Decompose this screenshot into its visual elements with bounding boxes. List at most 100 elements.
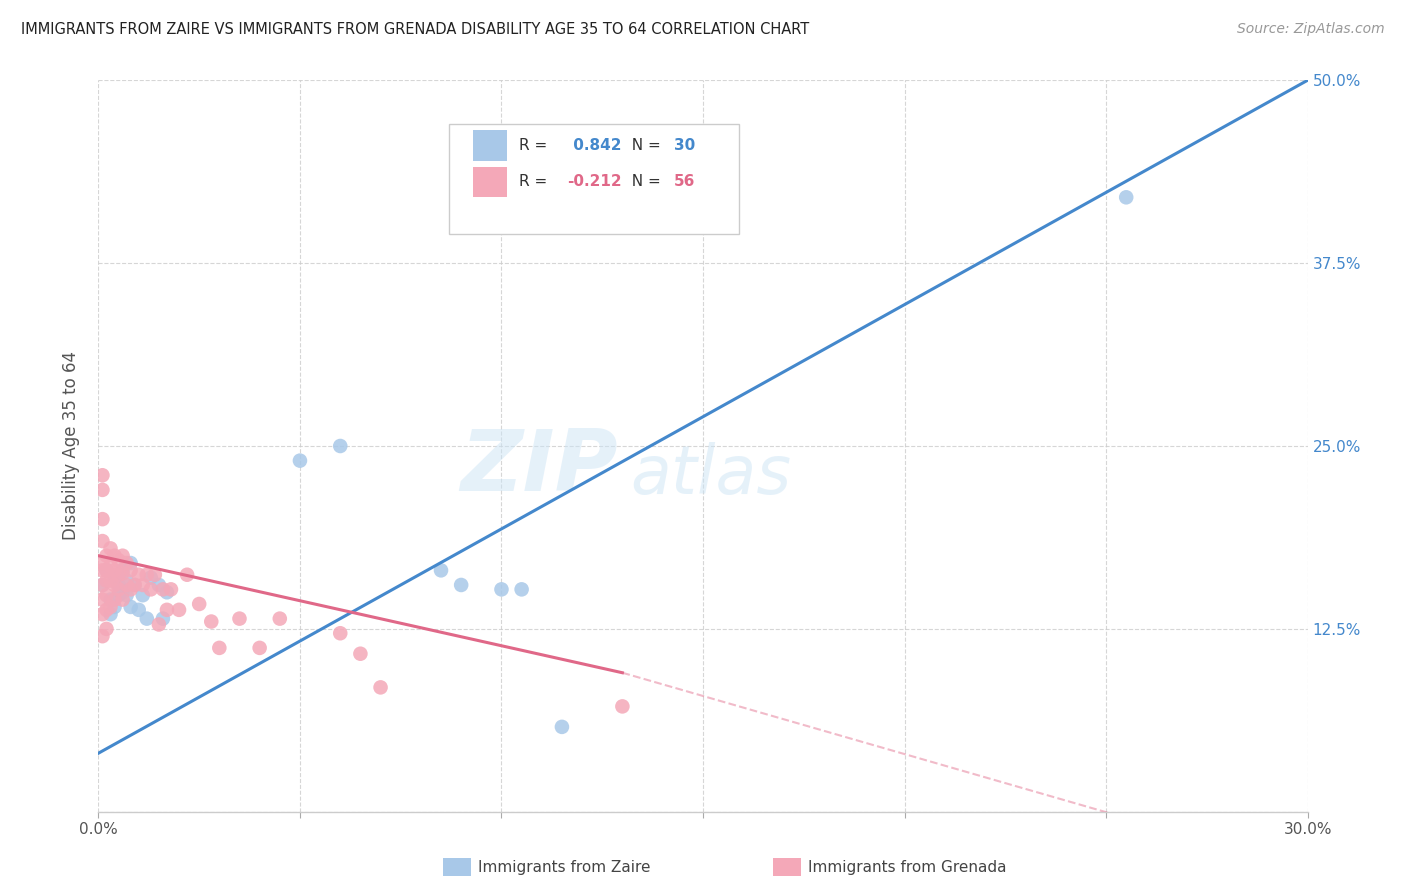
Point <box>152 612 174 626</box>
Point <box>91 512 114 526</box>
Point <box>96 603 118 617</box>
Point <box>100 558 122 573</box>
Point <box>91 483 114 497</box>
Point <box>111 549 134 563</box>
Y-axis label: Disability Age 35 to 64: Disability Age 35 to 64 <box>62 351 80 541</box>
Text: R =: R = <box>519 138 553 153</box>
Point <box>107 553 129 567</box>
FancyBboxPatch shape <box>449 124 740 234</box>
Text: Immigrants from Grenada: Immigrants from Grenada <box>808 860 1007 874</box>
Point <box>91 629 114 643</box>
Text: ZIP: ZIP <box>461 426 619 509</box>
Point <box>120 563 142 577</box>
Point <box>111 563 134 577</box>
Point <box>135 612 157 626</box>
Point <box>349 647 371 661</box>
Text: IMMIGRANTS FROM ZAIRE VS IMMIGRANTS FROM GRENADA DISABILITY AGE 35 TO 64 CORRELA: IMMIGRANTS FROM ZAIRE VS IMMIGRANTS FROM… <box>21 22 810 37</box>
Point <box>103 549 125 563</box>
Point <box>91 563 114 577</box>
Point <box>115 574 138 588</box>
Point <box>91 592 114 607</box>
Point <box>103 578 125 592</box>
Text: Immigrants from Zaire: Immigrants from Zaire <box>478 860 651 874</box>
Point <box>124 578 146 592</box>
Point <box>128 603 150 617</box>
Text: 30: 30 <box>673 138 695 153</box>
Text: 0.842: 0.842 <box>568 138 621 153</box>
Point <box>128 567 150 582</box>
Point <box>91 578 114 592</box>
Point <box>107 588 129 602</box>
Point <box>491 582 513 597</box>
Point <box>143 567 166 582</box>
Point <box>96 622 118 636</box>
Point <box>156 603 179 617</box>
Point <box>103 599 125 614</box>
Point <box>139 571 162 585</box>
FancyBboxPatch shape <box>474 130 508 161</box>
Point <box>288 453 311 467</box>
Point <box>100 599 122 614</box>
Point <box>124 578 146 592</box>
Point <box>111 592 134 607</box>
Point <box>91 607 114 622</box>
Point <box>107 578 129 592</box>
Point <box>329 439 352 453</box>
Point <box>156 585 179 599</box>
Point <box>96 563 118 577</box>
Point <box>450 578 472 592</box>
Point <box>551 720 574 734</box>
Text: Source: ZipAtlas.com: Source: ZipAtlas.com <box>1237 22 1385 37</box>
Point <box>228 612 250 626</box>
Point <box>148 578 170 592</box>
Point <box>120 582 142 597</box>
Point <box>111 585 134 599</box>
Point <box>96 549 118 563</box>
Point <box>135 567 157 582</box>
Point <box>103 563 125 577</box>
Point <box>120 599 142 614</box>
Point <box>269 612 291 626</box>
Point <box>103 592 125 607</box>
Point <box>115 578 138 592</box>
Point <box>103 571 125 585</box>
Point <box>132 578 155 592</box>
Point <box>176 567 198 582</box>
Text: N =: N = <box>621 138 665 153</box>
Point <box>148 617 170 632</box>
Point <box>200 615 222 629</box>
Text: atlas: atlas <box>630 442 792 508</box>
Point <box>249 640 271 655</box>
Point <box>91 468 114 483</box>
Point <box>96 563 118 577</box>
Point <box>329 626 352 640</box>
Point <box>100 607 122 622</box>
Point <box>107 567 129 582</box>
Point <box>107 582 129 597</box>
FancyBboxPatch shape <box>474 167 508 197</box>
Text: 56: 56 <box>673 175 696 189</box>
Point <box>208 640 231 655</box>
Point <box>1115 190 1137 204</box>
Point <box>160 582 183 597</box>
Point <box>139 582 162 597</box>
Point <box>167 603 190 617</box>
Point <box>115 556 138 570</box>
Point <box>612 699 634 714</box>
Point <box>120 556 142 570</box>
Point <box>115 588 138 602</box>
Point <box>91 534 114 549</box>
Point <box>370 681 392 695</box>
Point <box>91 578 114 592</box>
Point <box>132 588 155 602</box>
Text: R =: R = <box>519 175 553 189</box>
Point <box>96 574 118 588</box>
Point <box>111 566 134 581</box>
Point <box>430 563 453 577</box>
Text: -0.212: -0.212 <box>568 175 623 189</box>
Point <box>100 541 122 556</box>
Point <box>91 556 114 570</box>
Text: N =: N = <box>621 175 665 189</box>
Point <box>510 582 533 597</box>
Point <box>100 574 122 588</box>
